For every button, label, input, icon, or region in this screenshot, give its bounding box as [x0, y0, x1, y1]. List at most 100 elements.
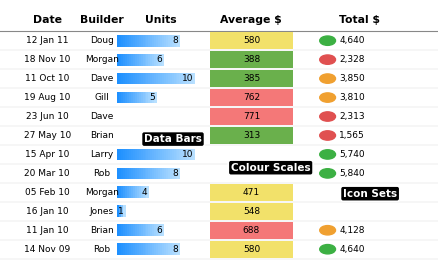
Bar: [148, 73, 151, 84]
Text: 5,840: 5,840: [339, 169, 365, 178]
Bar: [177, 73, 180, 84]
Bar: [141, 167, 143, 179]
Bar: [173, 167, 176, 179]
Bar: [154, 73, 157, 84]
Bar: [131, 224, 133, 236]
Text: 12 Jan 11: 12 Jan 11: [26, 36, 69, 45]
Bar: [145, 224, 147, 236]
Bar: [185, 148, 187, 160]
Text: Doug: Doug: [90, 36, 113, 45]
Bar: [156, 54, 159, 66]
Bar: [127, 73, 130, 84]
Bar: [152, 92, 155, 103]
Bar: [125, 186, 127, 198]
Text: 4: 4: [141, 188, 147, 197]
Bar: [117, 224, 120, 236]
Bar: [137, 35, 139, 47]
Bar: [119, 35, 122, 47]
Bar: [135, 148, 137, 160]
Bar: [127, 224, 130, 236]
Text: 580: 580: [243, 36, 260, 45]
Bar: [131, 243, 133, 255]
Text: 8: 8: [172, 245, 178, 254]
Text: 3,810: 3,810: [339, 93, 365, 102]
Text: 10: 10: [182, 74, 194, 83]
Bar: [158, 148, 160, 160]
Text: Builder: Builder: [80, 15, 124, 24]
Circle shape: [320, 169, 336, 178]
Bar: [129, 224, 131, 236]
Bar: [164, 243, 166, 255]
Bar: [143, 167, 145, 179]
Bar: [131, 148, 133, 160]
Bar: [145, 148, 147, 160]
Bar: [119, 73, 122, 84]
Bar: [183, 73, 186, 84]
Bar: [131, 186, 133, 198]
Bar: [158, 167, 160, 179]
Bar: [135, 73, 137, 84]
Bar: [152, 35, 155, 47]
Bar: [125, 35, 127, 47]
Bar: [164, 167, 166, 179]
Bar: [129, 54, 131, 66]
Bar: [152, 73, 155, 84]
Bar: [150, 243, 153, 255]
Text: Rob: Rob: [93, 245, 110, 254]
Bar: [127, 167, 130, 179]
Bar: [121, 224, 124, 236]
Bar: [121, 205, 124, 217]
Bar: [148, 148, 151, 160]
Bar: [123, 167, 126, 179]
Bar: [129, 186, 131, 198]
Bar: [119, 186, 122, 198]
Text: 19 Aug 10: 19 Aug 10: [24, 93, 71, 102]
Text: 771: 771: [243, 112, 260, 121]
Bar: [158, 243, 160, 255]
Bar: [156, 243, 159, 255]
Bar: [133, 224, 135, 236]
Bar: [172, 148, 174, 160]
Bar: [162, 35, 164, 47]
Bar: [180, 148, 182, 160]
Bar: [152, 148, 155, 160]
Bar: [133, 92, 135, 103]
Bar: [168, 167, 170, 179]
Bar: [145, 186, 147, 198]
Bar: [119, 54, 122, 66]
Bar: [143, 35, 145, 47]
Text: Total $: Total $: [339, 15, 380, 24]
Bar: [121, 92, 124, 103]
Bar: [117, 73, 120, 84]
Text: 385: 385: [243, 74, 260, 83]
Bar: [168, 148, 170, 160]
Bar: [129, 73, 131, 84]
Bar: [148, 224, 151, 236]
Bar: [127, 243, 130, 255]
Bar: [117, 205, 120, 217]
Bar: [146, 186, 149, 198]
Text: 14 Nov 09: 14 Nov 09: [24, 245, 71, 254]
Bar: [143, 73, 145, 84]
Bar: [121, 54, 124, 66]
Bar: [148, 243, 151, 255]
Bar: [146, 148, 149, 160]
Bar: [150, 148, 153, 160]
Text: 20 Mar 10: 20 Mar 10: [25, 169, 70, 178]
Text: 1: 1: [118, 207, 124, 216]
Bar: [123, 224, 126, 236]
Bar: [181, 73, 184, 84]
Text: 11 Jan 10: 11 Jan 10: [26, 226, 69, 235]
Bar: [145, 92, 147, 103]
Bar: [143, 148, 145, 160]
Bar: [119, 224, 122, 236]
Bar: [156, 73, 159, 84]
Bar: [176, 167, 178, 179]
Bar: [125, 148, 127, 160]
Bar: [117, 54, 120, 66]
Bar: [191, 73, 194, 84]
Bar: [166, 73, 168, 84]
Bar: [137, 92, 139, 103]
Bar: [176, 243, 178, 255]
Bar: [131, 92, 133, 103]
